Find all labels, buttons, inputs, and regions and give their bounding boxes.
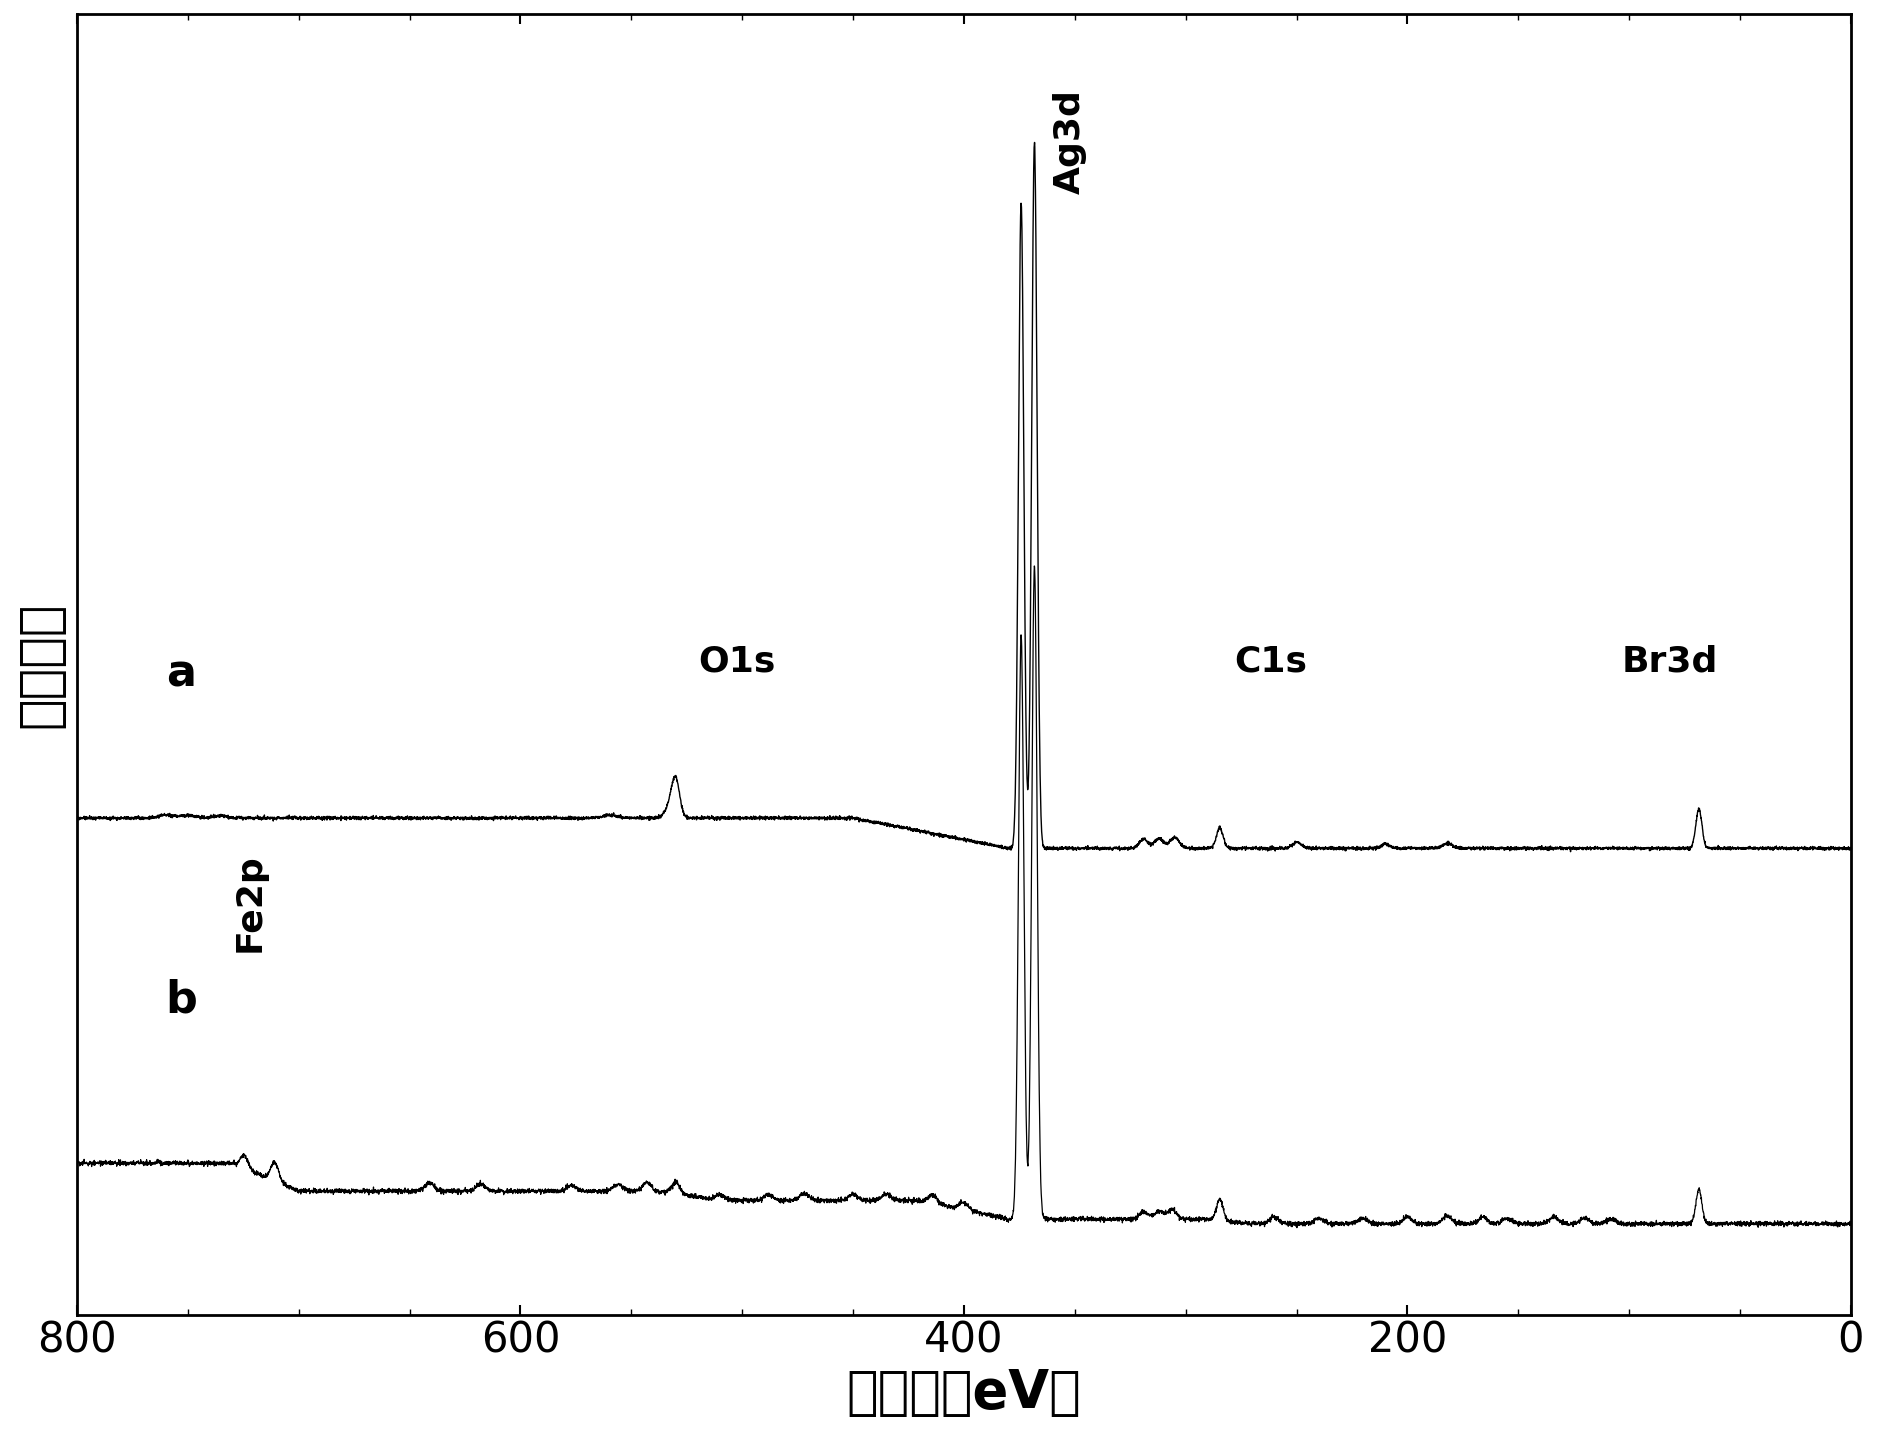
Text: Ag3d: Ag3d <box>1054 89 1087 195</box>
Text: C1s: C1s <box>1234 645 1307 679</box>
Text: O1s: O1s <box>699 645 776 679</box>
Text: b: b <box>165 979 197 1022</box>
Text: Br3d: Br3d <box>1621 645 1718 679</box>
Text: a: a <box>165 653 195 696</box>
Text: Fe2p: Fe2p <box>233 853 267 952</box>
X-axis label: 结合能（eV）: 结合能（eV） <box>847 1367 1082 1419</box>
Y-axis label: 相对强度: 相对强度 <box>13 600 66 728</box>
